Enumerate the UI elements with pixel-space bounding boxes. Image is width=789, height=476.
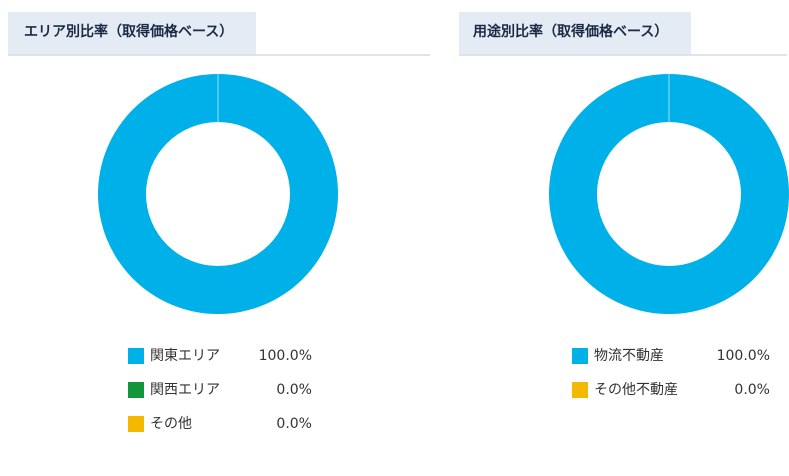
legend-item: 関西エリア 0.0%: [128, 380, 312, 414]
area-ratio-title: エリア別比率（取得価格ベース）: [8, 12, 256, 54]
legend-value: 100.0%: [716, 348, 770, 364]
legend-swatch: [128, 382, 144, 398]
legend-swatch: [572, 348, 588, 364]
area-ratio-header: エリア別比率（取得価格ベース）: [8, 12, 430, 56]
legend-label: その他: [150, 416, 192, 432]
area-ratio-panel: エリア別比率（取得価格ベース） 関東エリア 100.0% 関西エリア 0.0% その他 0…: [8, 12, 430, 462]
legend-label: 関西エリア: [150, 382, 220, 398]
usage-ratio-header: 用途別比率（取得価格ベース）: [459, 12, 787, 56]
usage-ratio-panel: 用途別比率（取得価格ベース） 物流不動産 100.0% その他不動産 0.0%: [459, 12, 789, 462]
legend-value: 0.0%: [276, 382, 312, 398]
usage-ratio-legend: 物流不動産 100.0% その他不動産 0.0%: [572, 346, 770, 414]
legend-value: 0.0%: [276, 416, 312, 432]
legend-item: 関東エリア 100.0%: [128, 346, 312, 380]
area-ratio-legend: 関東エリア 100.0% 関西エリア 0.0% その他 0.0%: [128, 346, 312, 448]
usage-ratio-title: 用途別比率（取得価格ベース）: [459, 12, 691, 54]
legend-value: 100.0%: [258, 348, 312, 364]
donut-slice-0: [98, 74, 338, 314]
legend-value: 0.0%: [734, 382, 770, 398]
legend-label: 関東エリア: [150, 348, 220, 364]
legend-item: その他 0.0%: [128, 414, 312, 448]
legend-item: その他不動産 0.0%: [572, 380, 770, 414]
legend-label: その他不動産: [594, 382, 678, 398]
legend-item: 物流不動産 100.0%: [572, 346, 770, 380]
legend-swatch: [128, 348, 144, 364]
legend-label: 物流不動産: [594, 348, 664, 364]
donut-slice-0: [549, 74, 789, 314]
area-ratio-donut-chart: [98, 74, 338, 314]
legend-swatch: [128, 416, 144, 432]
usage-ratio-donut-chart: [549, 74, 789, 314]
legend-swatch: [572, 382, 588, 398]
